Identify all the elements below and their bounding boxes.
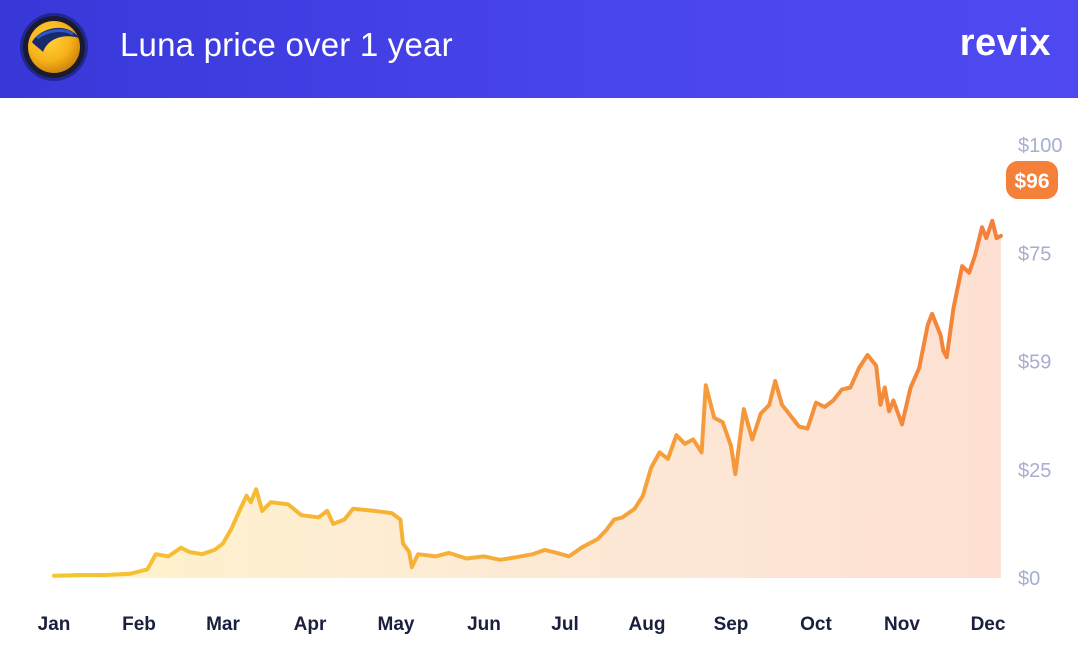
x-tick-label: Jun (467, 614, 501, 635)
y-tick-label: $25 (1018, 460, 1051, 482)
page-title: Luna price over 1 year (120, 26, 453, 63)
x-tick-label: Dec (971, 614, 1006, 635)
current-price-badge: $96 (1006, 161, 1058, 199)
price-area-fill (54, 220, 1001, 579)
x-tick-label: Jan (38, 614, 71, 635)
x-tick-label: Oct (800, 614, 832, 635)
x-tick-label: May (378, 614, 415, 635)
x-tick-label: Aug (629, 614, 666, 635)
x-tick-label: Feb (122, 614, 156, 635)
x-tick-label: Sep (714, 614, 749, 635)
x-tick-label: Jul (551, 614, 578, 635)
x-tick-label: Mar (206, 614, 240, 635)
y-tick-label: $0 (1018, 568, 1040, 590)
current-price-label: $96 (1014, 170, 1049, 193)
luna-coin-icon (19, 12, 89, 82)
y-tick-label: $75 (1018, 243, 1051, 265)
x-tick-label: Apr (294, 614, 327, 635)
price-line (52, 218, 1003, 578)
price-chart: $0 $25 $59 $75 $100 Jan Feb Mar Apr May Jun Jul Aug… (38, 135, 1063, 635)
x-tick-label: Nov (884, 614, 920, 635)
brand-logo: revix (959, 22, 1051, 64)
y-tick-label: $59 (1018, 352, 1051, 374)
y-tick-label: $100 (1018, 135, 1063, 157)
header-bar: Luna price over 1 year revix (0, 0, 1078, 98)
